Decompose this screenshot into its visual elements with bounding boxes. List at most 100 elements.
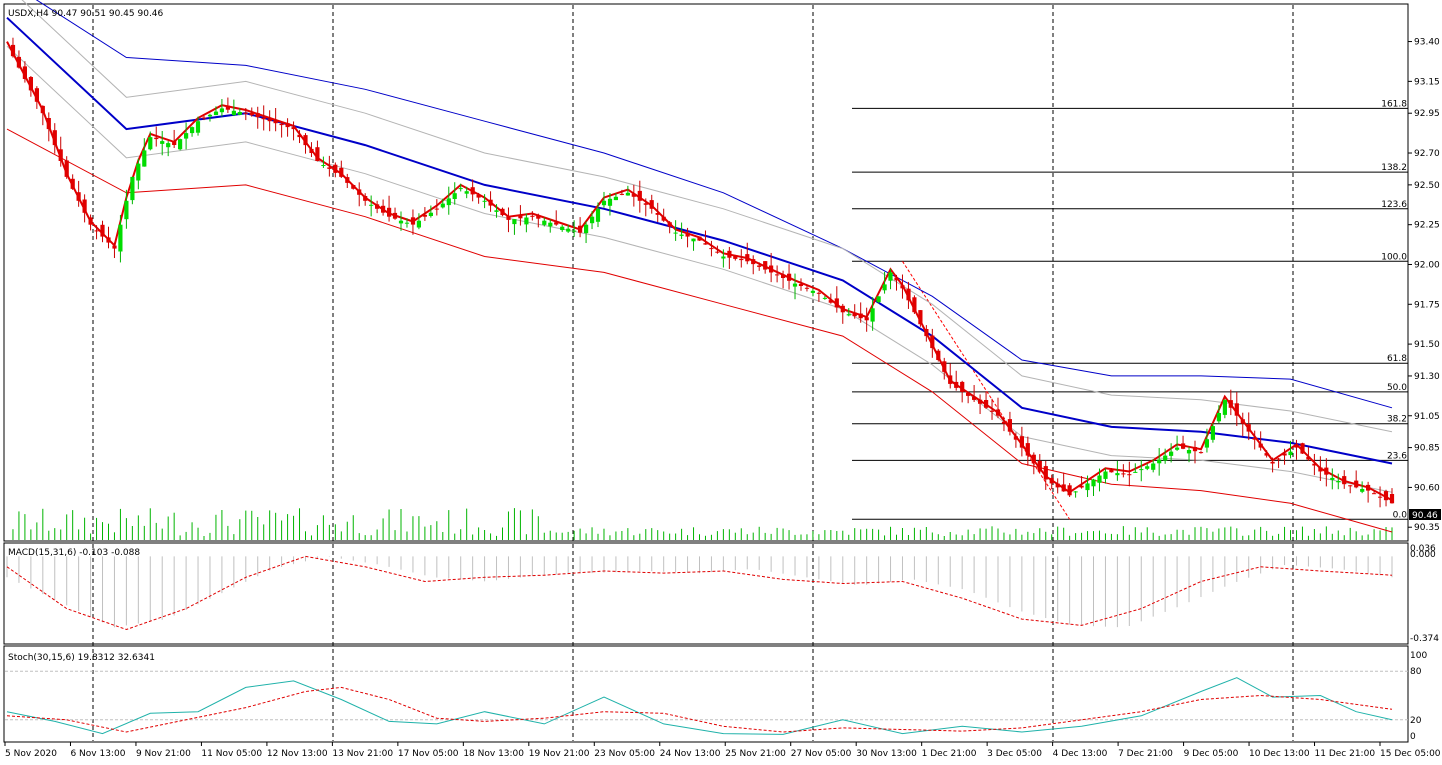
candle-body-171 xyxy=(1025,443,1030,456)
candle-body-54 xyxy=(327,167,332,169)
candle-body-103 xyxy=(619,193,624,195)
candle-body-143 xyxy=(858,313,863,319)
candle-body-60 xyxy=(363,196,368,201)
candle-body-24 xyxy=(148,137,153,150)
candle-body-51 xyxy=(309,148,314,153)
candle-body-91 xyxy=(548,222,553,227)
candle-body-213 xyxy=(1276,458,1281,460)
candle-body-210 xyxy=(1258,443,1263,448)
candle-body-57 xyxy=(345,177,350,183)
candle-body-120 xyxy=(721,256,726,259)
candle-body-229 xyxy=(1372,493,1377,495)
candle-body-26 xyxy=(160,141,165,144)
stoch-panel-frame xyxy=(3,645,1409,743)
candle-body-47 xyxy=(285,123,290,128)
candle-body-96 xyxy=(578,225,583,233)
candle-body-209 xyxy=(1252,438,1257,440)
macd-signal-line xyxy=(6,555,1393,631)
candle-body-206 xyxy=(1234,403,1239,416)
price-axis: 93.40 93.15 92.95 92.70 92.50 92.25 92.00 91.75… xyxy=(1408,38,1440,533)
candle-body-36 xyxy=(219,108,224,113)
candle-body-160 xyxy=(960,381,965,392)
candle-body-217 xyxy=(1300,443,1305,454)
stoch-main-line xyxy=(6,677,1393,735)
candle-body-119 xyxy=(715,251,720,253)
candle-body-8 xyxy=(52,130,57,146)
time-tick-label-17: 7 Dec 21:00 xyxy=(1118,749,1173,759)
candle-body-68 xyxy=(410,217,416,225)
candle-body-155 xyxy=(930,335,935,349)
time-tick-label-5: 13 Nov 21:00 xyxy=(332,749,393,759)
panel-frames xyxy=(3,3,1409,743)
candle-body-138 xyxy=(828,300,833,303)
fibo-label-1: 138.2 xyxy=(1381,163,1407,173)
candle-body-195 xyxy=(1169,451,1174,456)
candle-body-181 xyxy=(1085,483,1090,491)
macd-title: MACD(15,31,6) -0.103 -0.088 xyxy=(8,548,140,558)
candle-body-99 xyxy=(595,208,601,222)
candle-body-62 xyxy=(375,204,380,209)
candle-body-201 xyxy=(1204,439,1209,448)
candle-body-45 xyxy=(273,120,278,124)
overlay-line-0 xyxy=(35,0,1393,409)
time-tick-label-12: 27 Nov 05:00 xyxy=(791,749,852,759)
macd-tick-0: 0.036 xyxy=(1410,544,1436,554)
candle-body-107 xyxy=(643,203,648,205)
candle-body-87 xyxy=(524,217,529,225)
candles xyxy=(10,37,1395,508)
candle-body-178 xyxy=(1067,485,1072,496)
candle-body-228 xyxy=(1366,484,1371,491)
price-panel-frame xyxy=(3,3,1409,542)
stoch-signal-line xyxy=(6,686,1393,733)
candle-body-142 xyxy=(852,312,857,317)
candle-body-131 xyxy=(787,273,792,281)
candle-body-172 xyxy=(1031,454,1036,464)
candle-body-140 xyxy=(840,305,845,313)
candle-body-166 xyxy=(995,409,1001,416)
candle-body-59 xyxy=(357,189,362,195)
candle-body-106 xyxy=(637,190,642,201)
candle-body-11 xyxy=(70,178,75,189)
candle-body-113 xyxy=(679,234,684,236)
candle-body-74 xyxy=(446,198,451,206)
period-separators xyxy=(92,5,1294,741)
candle-body-117 xyxy=(703,243,708,245)
candle-body-18 xyxy=(112,245,117,249)
candle-body-129 xyxy=(775,274,780,276)
candle-body-203 xyxy=(1216,413,1221,422)
macd-panel-frame xyxy=(3,542,1409,645)
candle-body-122 xyxy=(733,255,738,259)
candle-body-232 xyxy=(1389,494,1395,504)
candle-body-212 xyxy=(1270,461,1275,464)
stoch-tick-2: 20 xyxy=(1410,716,1422,726)
candle-body-61 xyxy=(369,204,374,206)
candle-body-40 xyxy=(243,112,248,114)
candle-body-153 xyxy=(918,310,923,325)
envelope-inner-upper xyxy=(21,0,1393,433)
candle-body-28 xyxy=(172,141,177,145)
candle-body-175 xyxy=(1049,477,1054,484)
candle-body-170 xyxy=(1019,436,1024,448)
candle-body-70 xyxy=(422,214,427,217)
fibo-label-7: 23.6 xyxy=(1387,451,1407,461)
candle-body-16 xyxy=(100,224,105,237)
fibo-label-3: 100.0 xyxy=(1381,252,1407,262)
candle-body-42 xyxy=(255,113,260,118)
candle-body-71 xyxy=(428,212,433,216)
candle-body-187 xyxy=(1121,473,1126,475)
candle-body-118 xyxy=(709,248,714,250)
candle-body-15 xyxy=(94,230,99,232)
candle-body-190 xyxy=(1139,469,1144,471)
candle-body-205 xyxy=(1228,400,1233,408)
candle-body-186 xyxy=(1115,473,1120,476)
candle-body-85 xyxy=(512,219,517,225)
candle-body-73 xyxy=(440,203,445,208)
candle-body-196 xyxy=(1175,447,1180,450)
candle-body-127 xyxy=(763,261,768,270)
time-tick-label-2: 9 Nov 21:00 xyxy=(136,749,191,759)
price-tick-label-3: 92.70 xyxy=(1414,149,1440,159)
candle-body-223 xyxy=(1336,481,1341,483)
candle-body-111 xyxy=(667,222,672,227)
stoch-tick-0: 100 xyxy=(1410,651,1427,661)
candle-body-162 xyxy=(972,396,977,400)
